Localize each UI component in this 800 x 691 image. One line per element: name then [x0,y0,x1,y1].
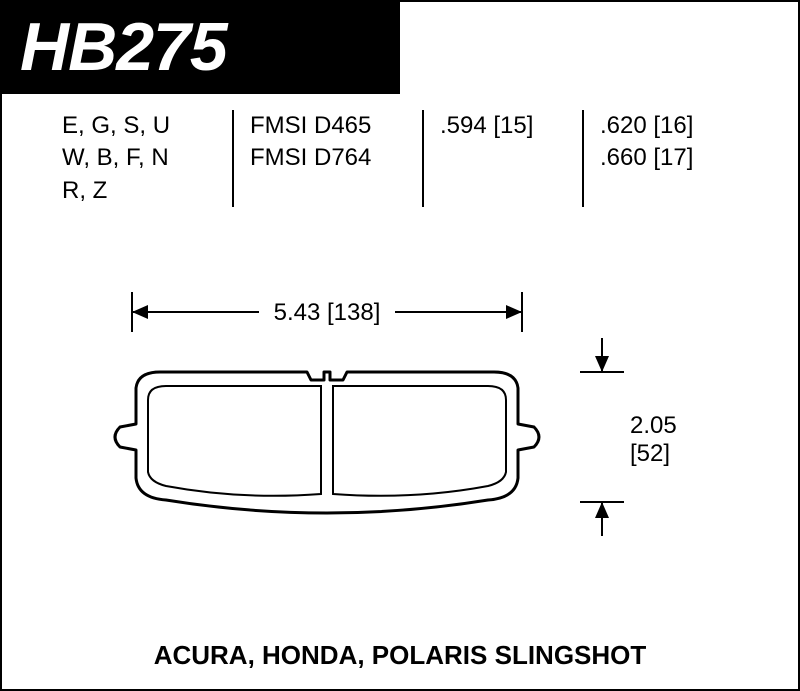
fmsi-col: FMSI D465 FMSI D764 [232,110,422,207]
diagram-svg: 5.43 [138] 2.05[52] [2,262,800,572]
spec-cell: .594 [15] [440,110,566,142]
spec-cell: FMSI D764 [250,142,406,174]
part-number: HB275 [20,9,227,85]
compound-codes-col: E, G, S, U W, B, F, N R, Z [62,110,232,207]
spec-cell: E, G, S, U [62,110,216,142]
svg-text:5.43 [138]: 5.43 [138] [274,299,381,326]
vehicle-applications: ACURA, HONDA, POLARIS SLINGSHOT [2,640,798,671]
svg-text:2.05: 2.05 [630,412,677,439]
thickness-col-b: .620 [16] .660 [17] [582,110,742,207]
svg-text:[52]: [52] [630,440,670,467]
spec-cell: FMSI D465 [250,110,406,142]
thickness-col-a: .594 [15] [422,110,582,207]
brake-pad-diagram: 5.43 [138] 2.05[52] [2,262,798,572]
spec-cell: .620 [16] [600,110,726,142]
spec-cell: W, B, F, N [62,142,216,174]
spec-sheet: HB275 E, G, S, U W, B, F, N R, Z FMSI D4… [0,0,800,691]
spec-cell: R, Z [62,175,216,207]
spec-cell: .660 [17] [600,142,726,174]
header-bar: HB275 [2,2,400,94]
spec-columns: E, G, S, U W, B, F, N R, Z FMSI D465 FMS… [2,94,798,207]
